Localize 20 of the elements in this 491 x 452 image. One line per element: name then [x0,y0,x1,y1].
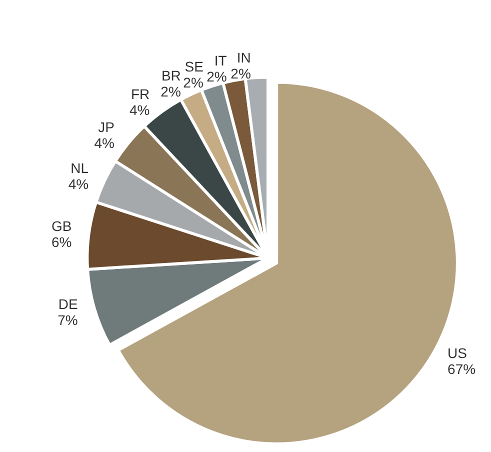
data-label: 4% [68,176,89,192]
data-label: 2% [160,84,181,100]
data-label: 2% [183,74,204,91]
slice-label: BR [161,68,181,84]
slice-label: JP [98,119,114,136]
data-label: 7% [58,312,78,328]
data-label: 4% [94,135,114,152]
slice-label: US [448,345,468,362]
data-label: 4% [129,102,150,118]
data-label: 2% [206,68,227,85]
slice-label: DE [58,296,78,312]
data-label: 2% [230,66,251,82]
slice-label: GB [51,218,72,234]
data-label: 6% [51,234,72,250]
slice-label: IN [236,50,251,66]
slice-label: SE [184,58,204,75]
slice-label: NL [70,160,89,176]
slice-label: IT [214,52,228,69]
data-label: 67% [448,361,476,378]
slice-label: FR [131,86,150,102]
